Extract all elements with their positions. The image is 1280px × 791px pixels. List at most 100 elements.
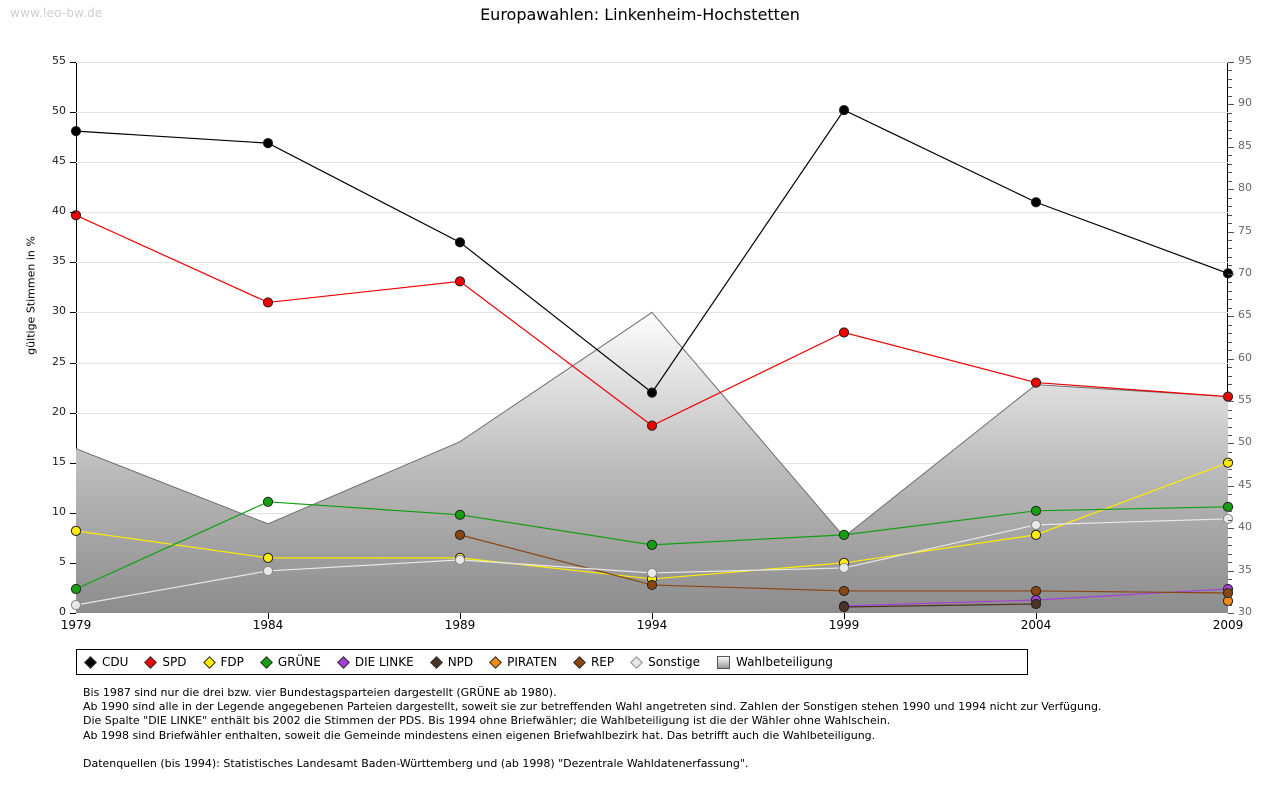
- legend-label: PIRATEN: [507, 655, 557, 669]
- y-tick-mark-left: [70, 212, 76, 214]
- data-point-fdp[interactable]: [70, 525, 82, 536]
- y-tick-label-left: 40: [52, 204, 66, 218]
- data-point-cdu[interactable]: [1030, 197, 1042, 208]
- legend-label: NPD: [447, 655, 474, 669]
- y-tick-mark-left: [70, 112, 76, 114]
- line-npd: [843, 603, 1037, 608]
- legend-item-rep[interactable]: REP: [573, 655, 614, 669]
- y-tick-label-left: 20: [52, 404, 66, 418]
- legend-item-piraten[interactable]: PIRATEN: [489, 655, 557, 669]
- legend-item-die-linke[interactable]: DIE LINKE: [337, 655, 414, 669]
- y-tick-mark-right: [1228, 307, 1232, 309]
- chart-legend[interactable]: CDU SPD FDP GRÜNE DIE LINKE NPD PIRATEN REP Sons…: [76, 649, 1028, 675]
- legend-item-wahlbeteiligung[interactable]: Wahlbeteiligung: [716, 655, 833, 669]
- data-point-grüne[interactable]: [646, 539, 658, 550]
- gridline: [76, 162, 1228, 164]
- data-point-sonstige[interactable]: [1222, 513, 1234, 524]
- data-point-spd[interactable]: [454, 276, 466, 287]
- y-tick-mark-right: [1228, 460, 1232, 462]
- y-tick-label-left: 0: [59, 605, 66, 618]
- y-tick-label-right: 40: [1238, 520, 1252, 534]
- data-point-cdu[interactable]: [454, 237, 466, 248]
- y-tick-mark-right: [1228, 87, 1232, 89]
- y-tick-mark-right: [1228, 206, 1232, 208]
- y-tick-mark-right: [1228, 384, 1232, 386]
- data-point-cdu[interactable]: [646, 387, 658, 398]
- legend-item-npd[interactable]: NPD: [429, 655, 474, 669]
- data-point-sonstige[interactable]: [70, 599, 82, 611]
- data-point-cdu[interactable]: [262, 138, 274, 149]
- data-point-fdp[interactable]: [262, 552, 274, 563]
- legend-label: DIE LINKE: [354, 655, 414, 669]
- y-tick-mark-right: [1228, 358, 1234, 360]
- data-point-rep[interactable]: [1030, 585, 1042, 597]
- data-point-spd[interactable]: [262, 297, 274, 308]
- y-tick-mark-right: [1228, 172, 1232, 174]
- y-tick-mark-right: [1228, 78, 1232, 80]
- y-tick-label-left: 30: [52, 304, 66, 318]
- x-tick-label: 1994: [636, 618, 668, 632]
- y-tick-mark-right: [1228, 290, 1232, 292]
- data-point-sonstige[interactable]: [838, 562, 850, 574]
- y-tick-mark-right: [1228, 392, 1232, 394]
- y-tick-mark-right: [1228, 528, 1234, 530]
- legend-item-sonstige[interactable]: Sonstige: [630, 655, 700, 669]
- data-point-npd[interactable]: [1030, 598, 1042, 610]
- legend-diamond-icon: [573, 655, 586, 669]
- page-title: Europawahlen: Linkenheim-Hochstetten: [480, 5, 800, 24]
- y-tick-mark-right: [1228, 350, 1232, 352]
- data-source-note: Datenquellen (bis 1994): Statistisches L…: [83, 756, 749, 770]
- legend-item-fdp[interactable]: FDP: [202, 655, 244, 669]
- footnote-line: Die Spalte "DIE LINKE" enthält bis 2002 …: [83, 714, 891, 728]
- y-tick-mark-right: [1228, 562, 1232, 564]
- data-point-rep[interactable]: [838, 585, 850, 597]
- data-point-cdu[interactable]: [1222, 268, 1234, 279]
- data-point-sonstige[interactable]: [1030, 519, 1042, 530]
- legend-label: CDU: [102, 655, 129, 669]
- footnotes: Bis 1987 sind nur die drei bzw. vier Bun…: [83, 686, 1223, 771]
- data-point-grüne[interactable]: [70, 583, 82, 595]
- x-tick-label: 2004: [1020, 618, 1052, 632]
- y-tick-mark-right: [1228, 485, 1234, 487]
- watermark: www.leo-bw.de: [10, 6, 103, 20]
- legend-swatch-icon: [716, 655, 730, 669]
- y-tick-mark-right: [1228, 341, 1232, 343]
- data-point-rep[interactable]: [646, 579, 658, 591]
- area-wahlbeteiligung: [76, 312, 1228, 613]
- legend-label: Sonstige: [648, 655, 700, 669]
- y-tick-label-right: 95: [1238, 54, 1252, 67]
- y-tick-label-right: 30: [1238, 605, 1252, 618]
- data-point-sonstige[interactable]: [262, 565, 274, 577]
- y-tick-mark-right: [1228, 248, 1232, 250]
- legend-diamond-icon: [337, 655, 350, 669]
- y-tick-mark-left: [70, 62, 76, 63]
- data-point-grüne[interactable]: [838, 529, 850, 540]
- data-point-cdu[interactable]: [70, 126, 82, 137]
- data-point-fdp[interactable]: [1030, 529, 1042, 540]
- data-point-spd[interactable]: [838, 327, 850, 338]
- data-point-cdu[interactable]: [838, 104, 850, 116]
- data-point-grüne[interactable]: [454, 509, 466, 520]
- data-point-spd[interactable]: [1030, 377, 1042, 388]
- data-point-npd[interactable]: [838, 601, 850, 613]
- gridline: [76, 212, 1228, 214]
- x-tick-label: 1999: [828, 618, 860, 632]
- y-tick-mark-left: [70, 412, 76, 414]
- data-point-grüne[interactable]: [262, 496, 274, 507]
- legend-item-spd[interactable]: SPD: [144, 655, 187, 669]
- legend-label: SPD: [162, 655, 187, 669]
- legend-item-grüne[interactable]: GRÜNE: [260, 655, 321, 669]
- y-tick-mark-right: [1228, 129, 1232, 131]
- y-tick-label-right: 45: [1238, 477, 1252, 491]
- y-tick-label-right: 50: [1238, 435, 1252, 449]
- data-point-spd[interactable]: [646, 420, 658, 431]
- data-point-sonstige[interactable]: [646, 567, 658, 579]
- data-point-sonstige[interactable]: [454, 554, 466, 566]
- data-point-grüne[interactable]: [1030, 505, 1042, 516]
- y-tick-mark-right: [1228, 375, 1232, 377]
- y-tick-mark-right: [1228, 256, 1232, 258]
- y-tick-mark-right: [1228, 426, 1232, 428]
- legend-item-cdu[interactable]: CDU: [84, 655, 129, 669]
- data-point-rep[interactable]: [454, 529, 466, 540]
